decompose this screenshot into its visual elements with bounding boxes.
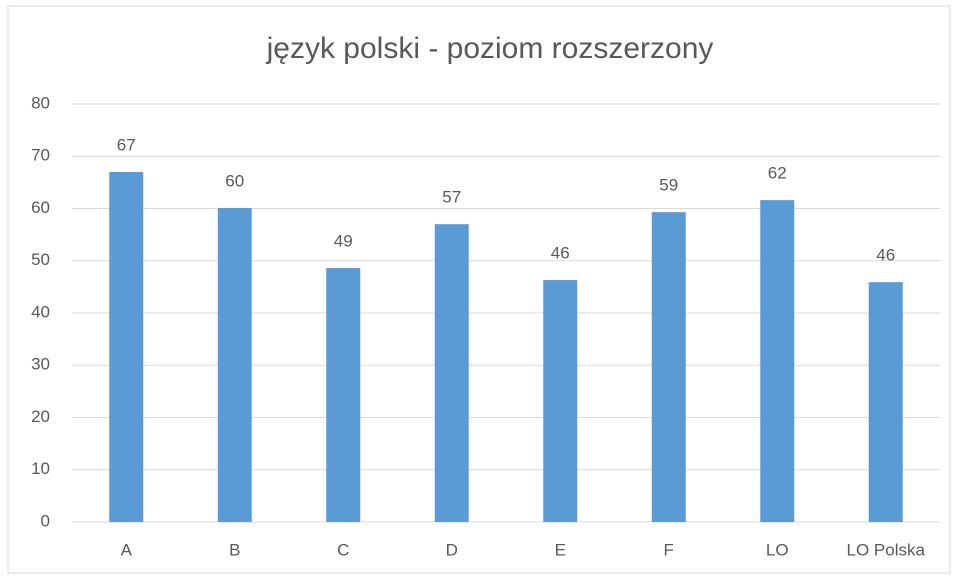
data-label: 46 <box>876 246 895 265</box>
data-label: 46 <box>551 244 570 263</box>
x-tick-label: B <box>229 540 240 559</box>
x-tick-label: D <box>446 540 458 559</box>
y-tick-label: 60 <box>31 198 50 217</box>
data-label: 49 <box>334 232 353 251</box>
y-tick-label: 70 <box>31 146 50 165</box>
data-label: 67 <box>117 135 136 154</box>
data-label: 57 <box>442 188 461 207</box>
chart-title: język polski - poziom rozszerzony <box>266 32 714 65</box>
bar <box>543 280 578 522</box>
bar <box>651 212 686 522</box>
x-tick-label: E <box>555 540 566 559</box>
bar <box>760 200 795 522</box>
bar <box>868 282 903 522</box>
y-tick-label: 30 <box>31 355 50 374</box>
y-tick-label: 50 <box>31 250 50 269</box>
x-tick-label: C <box>337 540 349 559</box>
bar <box>109 171 144 523</box>
data-label: 62 <box>768 164 787 183</box>
y-tick-label: 40 <box>31 302 50 321</box>
bar <box>326 268 361 522</box>
data-label: 59 <box>659 176 678 195</box>
x-tick-label: LO <box>766 540 789 559</box>
data-label: 60 <box>225 171 244 190</box>
y-tick-label: 80 <box>31 93 50 112</box>
y-tick-label: 10 <box>31 459 50 478</box>
bar <box>217 207 252 523</box>
y-tick-label: 0 <box>41 511 50 530</box>
x-tick-label: LO Polska <box>847 540 926 559</box>
x-tick-label: A <box>121 540 133 559</box>
bar <box>434 224 469 523</box>
x-tick-label: F <box>664 540 674 559</box>
chart-border <box>7 5 951 574</box>
y-tick-label: 20 <box>31 407 50 426</box>
